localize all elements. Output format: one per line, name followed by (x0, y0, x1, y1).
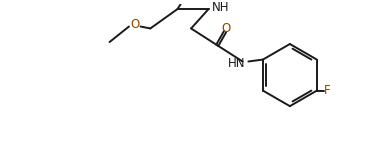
Text: O: O (221, 22, 231, 35)
Text: F: F (324, 84, 331, 97)
Text: O: O (130, 18, 139, 31)
Text: NH: NH (212, 1, 229, 14)
Text: HN: HN (228, 57, 245, 70)
